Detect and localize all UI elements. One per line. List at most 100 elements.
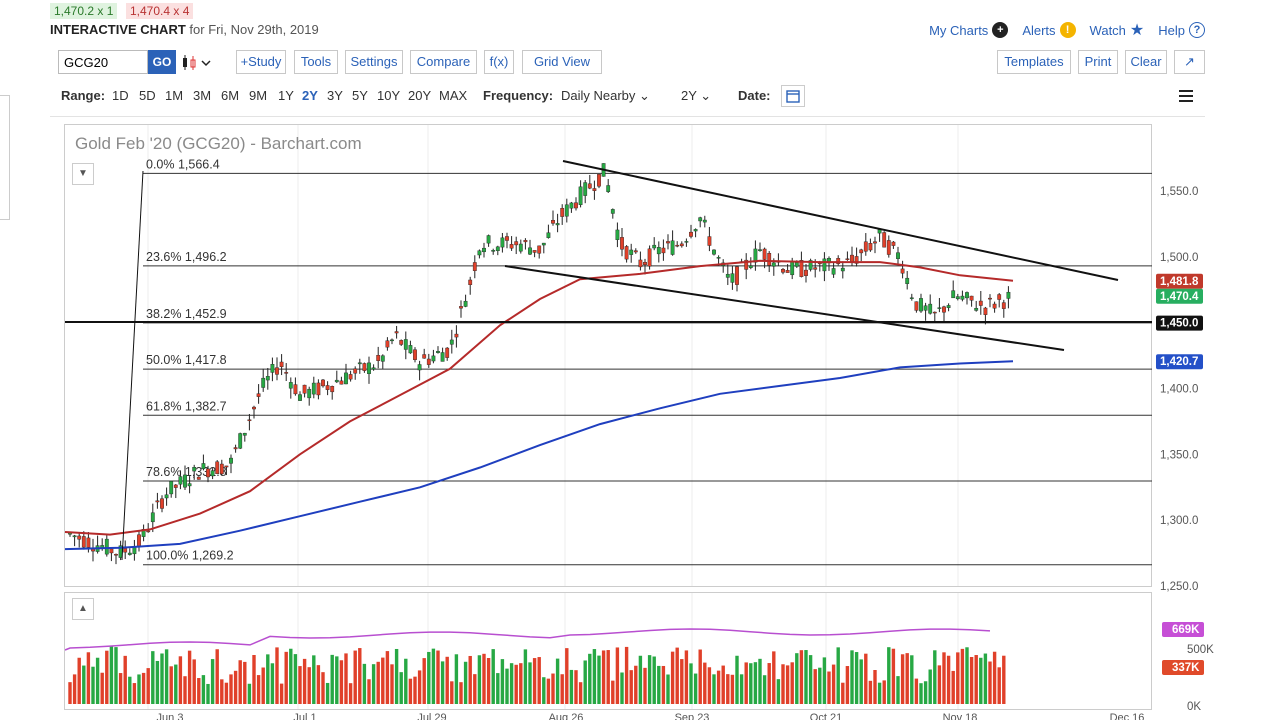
expand-button[interactable]: ↗ bbox=[1174, 50, 1205, 74]
range-9m[interactable]: 9M bbox=[249, 88, 268, 103]
candle-body bbox=[744, 259, 749, 270]
candle-body bbox=[169, 481, 174, 495]
range-20y[interactable]: 20Y bbox=[408, 88, 432, 103]
price-chart-panel[interactable] bbox=[64, 124, 1152, 587]
candle-body bbox=[109, 548, 114, 554]
volume-bar bbox=[910, 655, 914, 704]
lower-trendline[interactable] bbox=[504, 265, 1065, 351]
watch-link[interactable]: Watch ★ bbox=[1090, 20, 1145, 40]
volume-bar bbox=[578, 682, 583, 704]
settings-button[interactable]: Settings bbox=[345, 50, 403, 74]
candle-body bbox=[679, 243, 684, 247]
volume-bar bbox=[141, 672, 146, 704]
period-dropdown[interactable]: 2Y ⌄ bbox=[681, 86, 711, 106]
candle-body bbox=[689, 231, 693, 237]
candle-body bbox=[794, 262, 799, 267]
volume-bar bbox=[822, 657, 827, 704]
range-3m[interactable]: 3M bbox=[193, 88, 212, 103]
volume-tag bbox=[1162, 660, 1204, 675]
candle-body bbox=[509, 244, 514, 249]
go-button[interactable]: GO bbox=[148, 50, 176, 74]
candle-body bbox=[371, 367, 376, 370]
volume-bar bbox=[670, 651, 675, 704]
range-1d[interactable]: 1D bbox=[112, 88, 129, 103]
volume-bar bbox=[836, 647, 840, 704]
candle-body bbox=[997, 294, 1002, 300]
volume-bar bbox=[721, 665, 725, 704]
candle-body bbox=[445, 347, 450, 358]
collapse-volume-button[interactable]: ▲ bbox=[72, 598, 94, 620]
volume-bar bbox=[440, 661, 445, 704]
range-2y[interactable]: 2Y bbox=[302, 88, 318, 103]
candle-body bbox=[454, 333, 459, 338]
range-10y[interactable]: 10Y bbox=[377, 88, 401, 103]
candle-body bbox=[164, 494, 169, 499]
candle-body bbox=[431, 355, 436, 362]
candle-body bbox=[592, 188, 597, 191]
volume-bar bbox=[367, 679, 371, 704]
left-panel-edge bbox=[0, 95, 10, 220]
volume-bar bbox=[459, 682, 463, 704]
candle-body bbox=[376, 355, 381, 361]
volume-bar bbox=[776, 679, 781, 704]
y-axis-tick-label: 1,350.0 bbox=[1160, 449, 1198, 461]
frequency-dropdown[interactable]: Daily Nearby ⌄ bbox=[561, 86, 650, 106]
plus-icon: + bbox=[992, 22, 1009, 38]
grid-view-button[interactable]: Grid View bbox=[522, 50, 602, 74]
candle-body bbox=[942, 306, 946, 313]
volume-tag-label: 669K bbox=[1172, 624, 1200, 636]
tools-button[interactable]: Tools bbox=[294, 50, 338, 74]
candle-body bbox=[523, 240, 528, 243]
clear-button[interactable]: Clear bbox=[1125, 50, 1167, 74]
volume-bar bbox=[417, 670, 422, 704]
range-1m[interactable]: 1M bbox=[165, 88, 184, 103]
alerts-link[interactable]: Alerts ! bbox=[1022, 22, 1076, 38]
volume-bar bbox=[997, 667, 1001, 704]
volume-bar bbox=[174, 664, 178, 704]
collapse-chart-button[interactable]: ▼ bbox=[72, 163, 94, 185]
chart-type-dropdown[interactable] bbox=[180, 52, 216, 72]
volume-bar bbox=[781, 664, 785, 704]
range-5d[interactable]: 5D bbox=[139, 88, 156, 103]
candle-body bbox=[725, 273, 730, 278]
volume-bar bbox=[597, 655, 601, 704]
moving-average-short-line bbox=[64, 259, 1014, 536]
candle-body bbox=[325, 385, 330, 390]
my-charts-link[interactable]: My Charts + bbox=[929, 22, 1009, 38]
volume-bar bbox=[560, 674, 564, 704]
volume-bar bbox=[873, 670, 877, 704]
volume-bar bbox=[703, 662, 707, 704]
candle-body bbox=[155, 500, 160, 503]
range-6m[interactable]: 6M bbox=[221, 88, 240, 103]
range-5y[interactable]: 5Y bbox=[352, 88, 368, 103]
function-button[interactable]: f(x) bbox=[484, 50, 514, 74]
templates-button[interactable]: Templates bbox=[997, 50, 1071, 74]
candle-body bbox=[799, 260, 804, 277]
upper-trendline[interactable] bbox=[562, 160, 1119, 281]
candle-body bbox=[495, 246, 500, 252]
help-link[interactable]: Help ? bbox=[1158, 22, 1205, 38]
candle-body bbox=[242, 432, 247, 436]
candle-body bbox=[647, 248, 652, 267]
volume-bar bbox=[606, 650, 610, 704]
watch-label: Watch bbox=[1089, 22, 1126, 38]
candle-body bbox=[615, 229, 620, 240]
symbol-input[interactable] bbox=[58, 50, 148, 74]
fib-anchor-line bbox=[121, 170, 144, 561]
date-picker-button[interactable] bbox=[781, 85, 805, 107]
candle-body bbox=[123, 548, 128, 553]
study-button[interactable]: +Study bbox=[236, 50, 286, 74]
range-1y[interactable]: 1Y bbox=[278, 88, 294, 103]
menu-button[interactable] bbox=[1179, 86, 1197, 109]
compare-button[interactable]: Compare bbox=[410, 50, 477, 74]
candle-body bbox=[551, 220, 555, 224]
volume-bar bbox=[454, 654, 459, 704]
candle-body bbox=[270, 364, 275, 373]
range-max[interactable]: MAX bbox=[439, 88, 468, 103]
candle-body bbox=[804, 269, 808, 276]
print-button[interactable]: Print bbox=[1078, 50, 1118, 74]
toolbar: GO +Study Tools Settings Compare f(x) Gr… bbox=[58, 50, 1205, 74]
volume-bar bbox=[831, 664, 836, 704]
volume-bar bbox=[348, 683, 353, 704]
range-3y[interactable]: 3Y bbox=[327, 88, 343, 103]
